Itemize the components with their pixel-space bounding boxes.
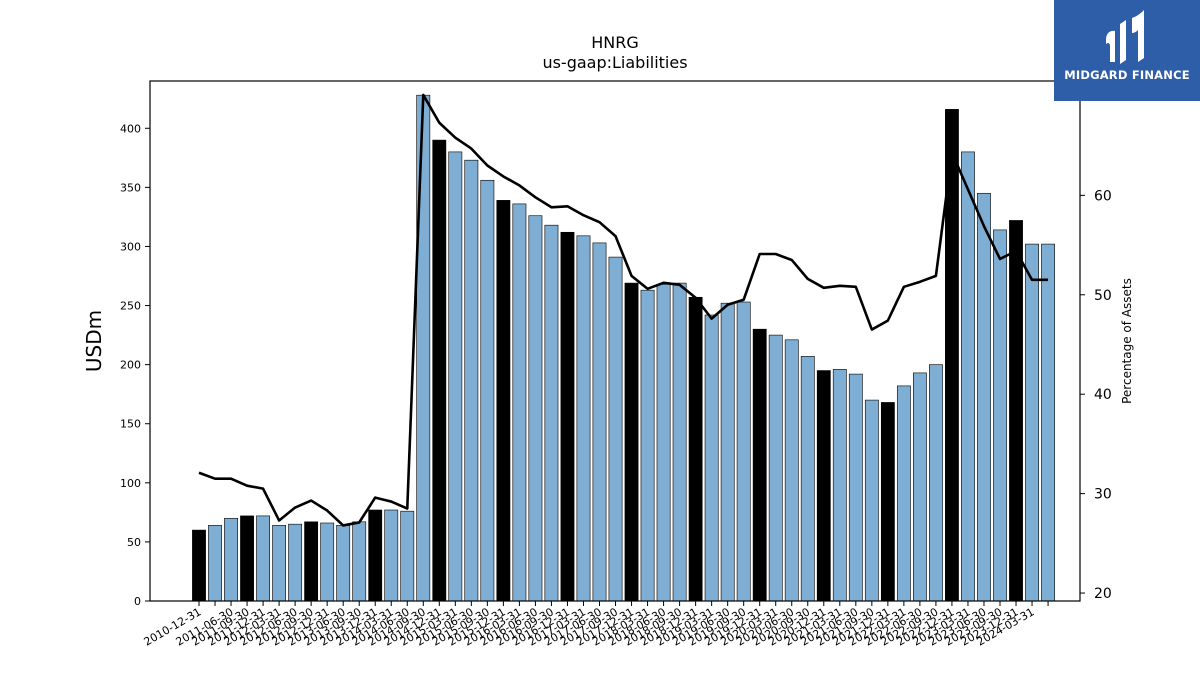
bar-2016-06-30: [544, 224, 559, 602]
bar-2017-09-30: [624, 282, 639, 602]
bar-2016-09-30: [560, 231, 575, 602]
bar-2021-09-30: [880, 402, 895, 602]
bar-2022-03-31: [912, 372, 927, 602]
bar-series: [192, 94, 1055, 602]
y-tick-label: 50: [127, 536, 141, 549]
y2-tick-label: 40: [1094, 387, 1112, 403]
bar-2014-03-31: [400, 510, 415, 602]
bar-2020-03-31: [784, 339, 799, 602]
y2-tick-label: 60: [1094, 188, 1112, 204]
bar-2014-12-31: [448, 151, 463, 602]
bar-2023-06-30: [993, 229, 1007, 602]
bar-2020-09-30: [816, 370, 831, 602]
bar-2013-12-31: [384, 509, 399, 602]
bar-2017-06-30: [608, 256, 623, 602]
y-tick-label: 400: [120, 122, 141, 135]
bar-2015-12-31: [512, 203, 527, 602]
y-tick-label: 250: [120, 300, 141, 313]
bar-2018-09-30: [688, 296, 703, 602]
bar-2012-09-30: [304, 521, 319, 602]
bar-2023-12-31: [1025, 243, 1039, 602]
bar-2013-06-30: [352, 521, 367, 602]
bar-2023-03-31: [977, 192, 991, 602]
bar-2012-12-31: [320, 522, 335, 602]
bar-2023-09-30: [1009, 220, 1023, 602]
bar-2012-06-30: [288, 523, 303, 602]
bar-2011-12-31: [256, 515, 270, 602]
y-tick-label: 300: [120, 240, 141, 253]
bar-2022-06-30: [929, 364, 943, 602]
x-axis-ticks: 2010-12-312011-06-302011-09-302011-12-31…: [142, 601, 1049, 649]
bar-2010-12-31: [192, 529, 206, 602]
bar-2018-03-31: [656, 283, 671, 602]
chart-subtitle: us-gaap:Liabilities: [542, 53, 688, 72]
logo-mark-icon: [1106, 10, 1144, 64]
bar-2015-09-30: [496, 200, 511, 602]
bar-2019-09-30: [752, 328, 767, 602]
y-tick-label: 0: [134, 595, 141, 608]
bar-2024-03-31: [1041, 243, 1055, 602]
y2-tick-label: 30: [1094, 487, 1112, 503]
y-axis-ticks: 0 50 100 150 200 250 300 350 400: [120, 122, 150, 608]
bar-2015-06-30: [480, 179, 495, 602]
percentage-of-assets-line: [198, 93, 1049, 527]
bar-2021-12-31: [896, 385, 911, 602]
chart-title: HNRG: [591, 33, 639, 52]
bar-2020-06-30: [800, 356, 815, 602]
plot-frame: [149, 80, 1081, 602]
bar-2015-03-31: [464, 159, 479, 602]
bar-2011-03-31: [208, 525, 222, 602]
bar-2016-12-31: [576, 235, 591, 602]
bar-2019-03-31: [720, 302, 735, 602]
y2-axis-ticks: 203040506070: [1080, 89, 1112, 602]
bar-2019-06-30: [736, 301, 751, 602]
bar-2011-06-30: [224, 517, 238, 602]
line-series: [198, 93, 1049, 527]
y-tick-label: 350: [120, 181, 141, 194]
y-tick-label: 100: [120, 477, 141, 490]
bar-2011-09-30: [240, 515, 254, 602]
bar-2016-03-31: [528, 215, 543, 602]
bar-2012-03-31: [272, 525, 286, 602]
midgard-finance-logo: MIDGARD FINANCE: [1054, 0, 1200, 101]
logo-text: MIDGARD FINANCE: [1064, 68, 1190, 82]
bar-2021-06-30: [864, 399, 879, 602]
bar-2018-12-31: [704, 314, 719, 602]
y-axis-label: USDm: [82, 310, 106, 372]
y2-axis-label: Percentage of Assets: [1120, 278, 1134, 404]
bar-2017-12-31: [640, 289, 655, 602]
y2-tick-label: 20: [1094, 586, 1112, 602]
bar-2022-12-31: [961, 151, 975, 602]
bar-2021-03-31: [848, 373, 863, 602]
bar-2013-09-30: [368, 509, 383, 602]
y-tick-label: 200: [120, 359, 141, 372]
y2-tick-label: 50: [1094, 288, 1112, 304]
bar-2014-06-30: [416, 94, 431, 602]
bar-2018-06-30: [672, 282, 687, 602]
bar-2020-12-31: [832, 369, 847, 602]
bar-2013-03-31: [336, 525, 351, 602]
chart-axes: [149, 80, 1081, 602]
bar-2014-09-30: [432, 139, 447, 602]
bar-2017-03-31: [592, 242, 607, 602]
bar-2019-12-31: [768, 334, 783, 602]
y-tick-label: 150: [120, 418, 141, 431]
